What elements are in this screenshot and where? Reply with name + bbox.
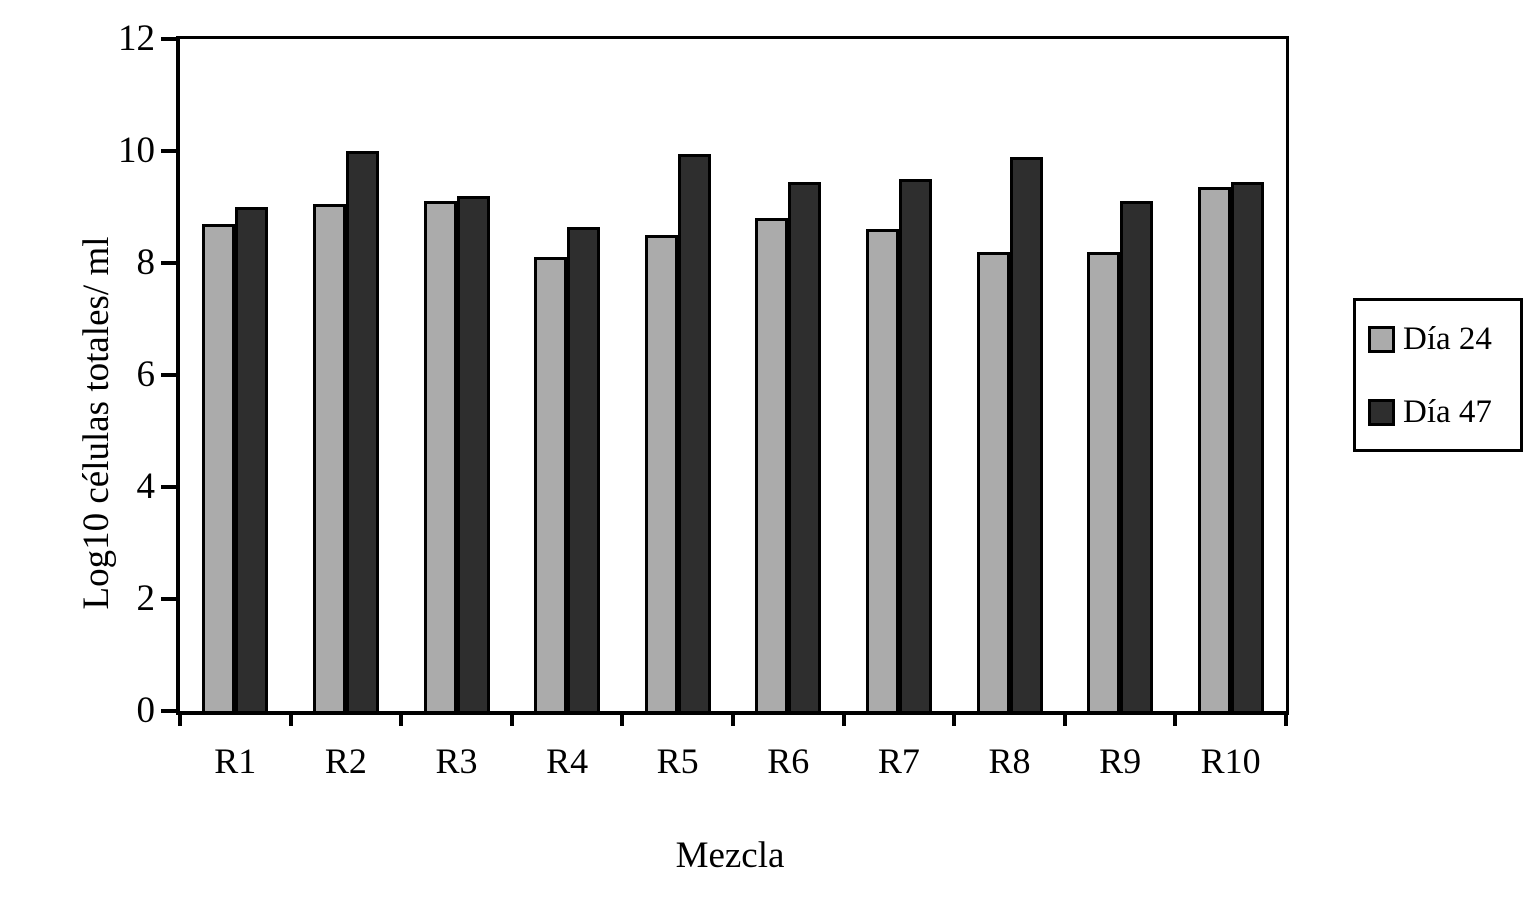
y-tick-label: 12 — [118, 18, 155, 59]
x-tick-mark — [510, 711, 514, 726]
y-tick-mark — [161, 485, 176, 489]
y-tick-mark — [161, 373, 176, 377]
x-category-label: R3 — [435, 741, 478, 781]
bar-r7-dia24 — [865, 229, 899, 711]
legend-swatch-dia-47 — [1368, 399, 1395, 426]
bar-r10-dia24 — [1197, 187, 1231, 711]
x-category-label: R4 — [546, 741, 589, 781]
x-category-label: R10 — [1200, 741, 1261, 781]
y-tick-mark — [161, 37, 176, 41]
bar-r5-dia24 — [644, 235, 678, 711]
x-axis-title: Mezcla — [675, 835, 785, 876]
y-tick-mark — [161, 709, 176, 713]
legend-label-dia-47: Día 47 — [1403, 394, 1492, 430]
x-category-label: R9 — [1099, 741, 1142, 781]
bar-r4-dia24 — [534, 257, 568, 711]
x-tick-mark — [178, 711, 182, 726]
bar-r9-dia24 — [1087, 251, 1121, 711]
bar-r6-dia24 — [755, 218, 789, 711]
bar-r3-dia47 — [456, 195, 490, 711]
y-tick-mark — [161, 261, 176, 265]
bar-r2-dia24 — [312, 204, 346, 711]
bar-r10-dia47 — [1230, 181, 1264, 711]
x-tick-mark — [289, 711, 293, 726]
y-tick-label: 6 — [136, 354, 156, 395]
x-tick-mark — [731, 711, 735, 726]
y-tick-label: 8 — [136, 242, 156, 283]
x-tick-mark — [842, 711, 846, 726]
legend-item-dia-47: Día 47 — [1368, 396, 1492, 429]
y-tick-label: 0 — [136, 690, 156, 731]
x-category-label: R8 — [988, 741, 1031, 781]
bar-r2-dia47 — [345, 151, 379, 711]
bar-r8-dia24 — [976, 251, 1010, 711]
x-tick-mark — [1284, 711, 1288, 726]
legend-item-dia-24: Día 24 — [1368, 323, 1492, 356]
x-tick-mark — [1173, 711, 1177, 726]
x-tick-mark — [1063, 711, 1067, 726]
x-category-label: R6 — [767, 741, 810, 781]
legend-swatch-dia-24 — [1368, 326, 1395, 353]
bar-r1-dia47 — [235, 207, 269, 711]
plot-area: 0 2 4 6 8 10 12 R1 R2 R3 R4 R5 R6 R7 R8 R9 R10 — [118, 18, 1289, 781]
bar-r1-dia24 — [202, 223, 236, 711]
bar-r5-dia47 — [677, 153, 711, 711]
bar-r7-dia47 — [898, 179, 932, 711]
x-category-label: R7 — [877, 741, 920, 781]
y-axis-title: Log10 células totales/ ml — [76, 236, 117, 610]
x-category-label: R1 — [214, 741, 257, 781]
bar-r6-dia47 — [788, 181, 822, 711]
y-tick-label: 2 — [136, 578, 156, 619]
y-tick-label: 4 — [136, 466, 156, 507]
x-tick-mark — [620, 711, 624, 726]
x-tick-mark — [952, 711, 956, 726]
bar-r9-dia47 — [1120, 201, 1154, 711]
bar-r3-dia24 — [423, 201, 457, 711]
y-tick-mark — [161, 149, 176, 153]
bar-r8-dia47 — [1009, 156, 1043, 711]
legend-label-dia-24: Día 24 — [1403, 321, 1492, 357]
y-tick-label: 10 — [118, 130, 155, 171]
bar-r4-dia47 — [567, 226, 601, 711]
legend: Día 24 Día 47 — [1353, 298, 1523, 452]
y-tick-mark — [161, 597, 176, 601]
x-category-label: R5 — [656, 741, 699, 781]
x-category-label: R2 — [324, 741, 367, 781]
x-tick-mark — [399, 711, 403, 726]
